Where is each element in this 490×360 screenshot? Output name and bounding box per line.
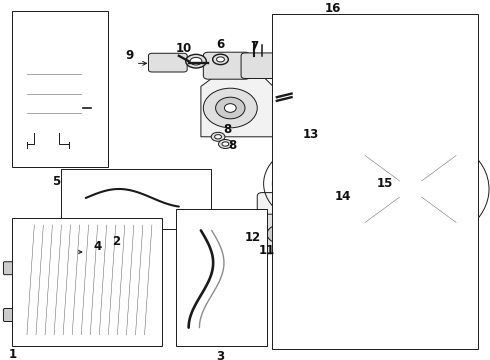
Ellipse shape — [358, 183, 400, 218]
Circle shape — [185, 325, 192, 330]
FancyBboxPatch shape — [19, 23, 52, 40]
Circle shape — [39, 45, 49, 52]
FancyBboxPatch shape — [338, 174, 364, 198]
FancyBboxPatch shape — [19, 50, 89, 138]
Text: 13: 13 — [303, 129, 319, 141]
Circle shape — [176, 196, 182, 200]
Circle shape — [79, 193, 92, 203]
Text: 9: 9 — [126, 49, 134, 62]
Circle shape — [403, 183, 418, 195]
Text: 7: 7 — [251, 40, 259, 53]
Bar — [154, 229, 160, 329]
Text: 5: 5 — [52, 175, 60, 188]
Text: 12: 12 — [244, 231, 261, 244]
Ellipse shape — [217, 57, 224, 62]
Ellipse shape — [213, 54, 228, 65]
Bar — [61, 169, 211, 229]
FancyBboxPatch shape — [3, 262, 16, 275]
FancyBboxPatch shape — [257, 214, 301, 254]
FancyBboxPatch shape — [365, 178, 380, 196]
FancyBboxPatch shape — [3, 309, 16, 321]
Ellipse shape — [406, 197, 460, 222]
Circle shape — [224, 104, 236, 112]
Polygon shape — [201, 76, 277, 137]
Circle shape — [197, 228, 204, 233]
Circle shape — [181, 322, 196, 333]
Circle shape — [273, 207, 283, 214]
Bar — [272, 14, 478, 349]
Bar — [12, 11, 108, 167]
Bar — [15, 234, 21, 335]
Circle shape — [267, 225, 292, 243]
Circle shape — [216, 97, 245, 119]
Circle shape — [83, 196, 89, 200]
Circle shape — [395, 177, 426, 201]
Circle shape — [33, 41, 55, 57]
Polygon shape — [20, 221, 159, 338]
Circle shape — [308, 175, 332, 193]
Ellipse shape — [382, 146, 423, 182]
Ellipse shape — [211, 132, 225, 141]
Text: 11: 11 — [259, 244, 275, 257]
Text: 10: 10 — [175, 42, 192, 55]
Ellipse shape — [418, 148, 446, 190]
Text: 15: 15 — [376, 177, 393, 190]
Ellipse shape — [326, 174, 364, 193]
FancyBboxPatch shape — [148, 53, 187, 72]
Circle shape — [315, 179, 325, 188]
Ellipse shape — [222, 142, 229, 146]
Ellipse shape — [419, 177, 473, 201]
FancyBboxPatch shape — [358, 181, 372, 193]
Bar — [12, 218, 162, 346]
Text: 14: 14 — [335, 190, 351, 203]
Text: 4: 4 — [94, 240, 102, 253]
Ellipse shape — [311, 190, 344, 213]
Ellipse shape — [190, 57, 202, 65]
Bar — [364, 45, 457, 329]
Text: 16: 16 — [325, 3, 342, 15]
Ellipse shape — [349, 168, 408, 187]
Text: 1: 1 — [8, 348, 16, 360]
Bar — [358, 40, 463, 335]
FancyBboxPatch shape — [84, 246, 101, 257]
FancyBboxPatch shape — [257, 193, 299, 223]
Circle shape — [194, 225, 208, 236]
Ellipse shape — [215, 135, 221, 139]
Text: 8: 8 — [229, 139, 237, 152]
Ellipse shape — [318, 150, 338, 181]
Text: 8: 8 — [224, 123, 232, 136]
FancyBboxPatch shape — [203, 52, 250, 79]
Ellipse shape — [278, 166, 320, 179]
Ellipse shape — [389, 193, 416, 235]
Ellipse shape — [219, 139, 232, 148]
Ellipse shape — [186, 54, 206, 68]
Bar — [176, 209, 267, 346]
Text: 6: 6 — [217, 39, 224, 51]
Text: 2: 2 — [112, 235, 120, 248]
Circle shape — [203, 88, 257, 128]
Circle shape — [172, 193, 185, 203]
Text: 3: 3 — [217, 350, 224, 360]
FancyBboxPatch shape — [241, 53, 276, 78]
Ellipse shape — [288, 180, 311, 209]
